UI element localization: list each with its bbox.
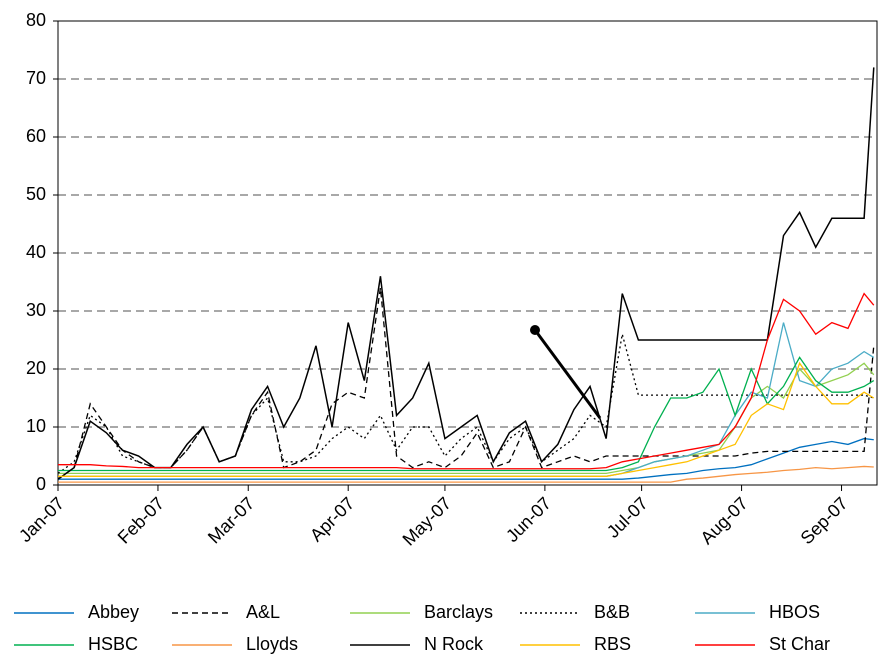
series-line [58, 437, 874, 480]
x-tick-label: Aug-07 [697, 493, 752, 548]
y-tick-label: 80 [26, 10, 46, 30]
x-tick-label: May-07 [399, 493, 456, 550]
series-line [58, 292, 875, 470]
legend-label: Barclays [424, 602, 493, 622]
x-tick-label: Feb-07 [114, 493, 168, 547]
x-tick-label: Jun-07 [502, 493, 555, 546]
y-tick-label: 0 [36, 474, 46, 494]
arrow-line [533, 329, 602, 419]
annotation-arrow [530, 325, 602, 419]
x-tick-label: Mar-07 [204, 493, 258, 547]
x-tick-label: Jul-07 [603, 493, 652, 542]
y-tick-label: 10 [26, 416, 46, 436]
y-tick-label: 50 [26, 184, 46, 204]
x-tick-label: Jan-07 [15, 493, 68, 546]
legend: Abbey A&L Barclays B&B HBOS HSBC Lloyds N Rock R… [14, 602, 830, 654]
legend-label: RBS [594, 634, 631, 654]
x-tick-label: Apr-07 [306, 493, 358, 545]
legend-label: HSBC [88, 634, 138, 654]
x-tick-label: Sep-07 [797, 493, 852, 548]
series-line [58, 465, 874, 483]
legend-label: St Char [769, 634, 830, 654]
y-tick-label: 30 [26, 300, 46, 320]
plot: 0 10 20 30 40 50 60 70 80 Jan-07 Feb-07 Mar-07 Apr-0… [15, 10, 878, 550]
y-tick-label: 60 [26, 126, 46, 146]
series-line [58, 361, 875, 477]
series-line [57, 334, 874, 474]
series-line [57, 67, 875, 480]
legend-label: Abbey [88, 602, 139, 622]
legend-label: A&L [246, 602, 280, 622]
y-tick-label: 20 [26, 358, 46, 378]
series-line [58, 356, 875, 472]
series-line [57, 287, 875, 480]
legend-label: B&B [594, 602, 630, 622]
y-tick-label: 40 [26, 242, 46, 262]
plot-frame [57, 20, 878, 486]
y-tick-label: 70 [26, 68, 46, 88]
legend-label: HBOS [769, 602, 820, 622]
legend-label: Lloyds [246, 634, 298, 654]
arrow-dot [530, 325, 540, 335]
legend-label: N Rock [424, 634, 484, 654]
